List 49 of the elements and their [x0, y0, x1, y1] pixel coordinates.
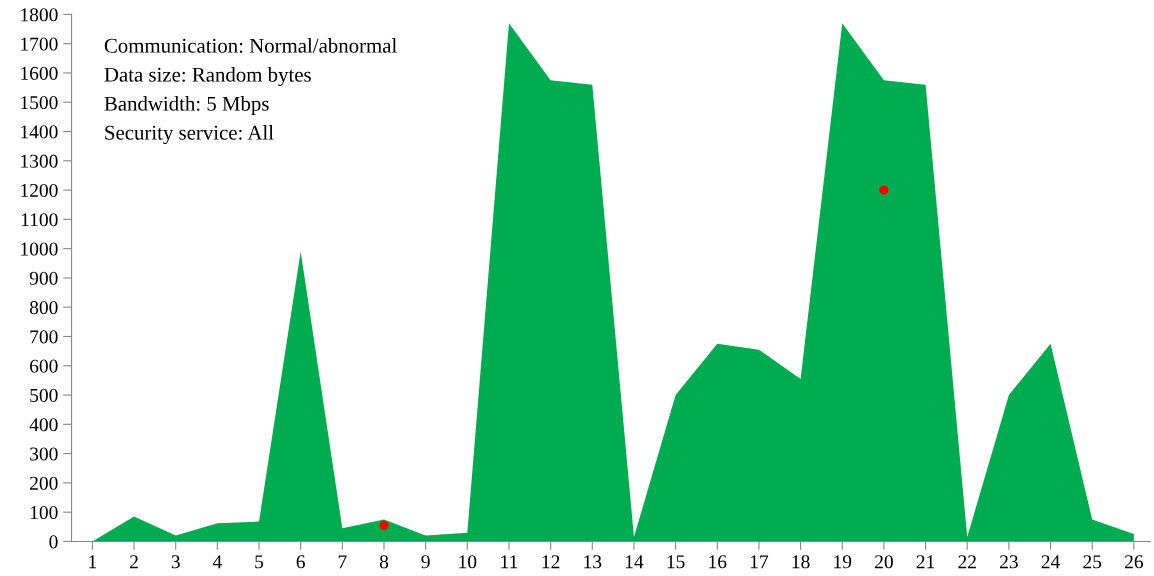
y-tick-label: 0	[49, 535, 58, 549]
y-tick-label: 1500	[21, 96, 58, 110]
y-tick-label: 600	[30, 359, 58, 373]
y-tick-label: 800	[29, 301, 58, 315]
y-tick-label: 1700	[21, 37, 58, 51]
annotation: Data size: Random bytes	[104, 67, 311, 87]
x-tick-label: 9	[421, 555, 430, 569]
x-tick-label: 2	[130, 555, 138, 569]
x-tick-label: 4	[212, 555, 222, 569]
x-tick-label: 8	[379, 555, 389, 569]
x-tick-label: 19	[834, 555, 852, 569]
x-tick-label: 20	[875, 555, 893, 569]
y-tick-label: 1300	[21, 154, 58, 168]
x-tick-label: 6	[296, 555, 305, 569]
x-tick-label: 15	[667, 555, 685, 569]
x-tick-label: 25	[1083, 555, 1102, 569]
x-tick-label: 23	[1000, 555, 1018, 569]
y-tick-label: 1100	[21, 213, 58, 227]
y-tick-label: 700	[30, 330, 58, 344]
x-tick-label: 10	[459, 555, 477, 569]
x-tick-label: 14	[625, 555, 644, 569]
y-tick-label: 100	[30, 505, 58, 520]
y-tick-label: 1600	[21, 66, 58, 80]
annotation: Security service: All	[105, 125, 274, 145]
x-tick-label: 24	[1041, 555, 1060, 569]
y-tick-label: 1200	[21, 183, 58, 198]
x-tick-label: 1	[89, 555, 97, 569]
x-tick-label: 16	[709, 555, 727, 569]
x-tick-label: 17	[750, 555, 769, 569]
y-tick-label: 400	[29, 418, 58, 432]
x-tick-label: 18	[792, 555, 810, 569]
x-tick-label: 7	[338, 555, 347, 569]
y-tick-label: 300	[30, 447, 58, 461]
x-tick-label: 26	[1125, 555, 1144, 569]
x-tick-label: 12	[542, 555, 560, 569]
annotation: Communication: Normal/abnormal	[104, 38, 397, 53]
x-tick-label: 5	[255, 555, 264, 569]
y-tick-label: 1000	[21, 242, 58, 256]
x-tick-label: 11	[501, 555, 518, 569]
y-tick-label: 200	[30, 476, 58, 490]
x-tick-label: 13	[584, 555, 602, 569]
y-tick-label: 1800	[21, 8, 58, 22]
x-tick-label: 3	[171, 555, 180, 569]
annotation: Bandwidth: 5 Mbps	[104, 96, 269, 115]
y-tick-label: 1400	[21, 125, 58, 139]
x-tick-label: 21	[916, 555, 935, 569]
y-tick-label: 500	[30, 388, 58, 402]
y-tick-label: 900	[29, 271, 58, 285]
x-tick-label: 22	[958, 555, 976, 569]
